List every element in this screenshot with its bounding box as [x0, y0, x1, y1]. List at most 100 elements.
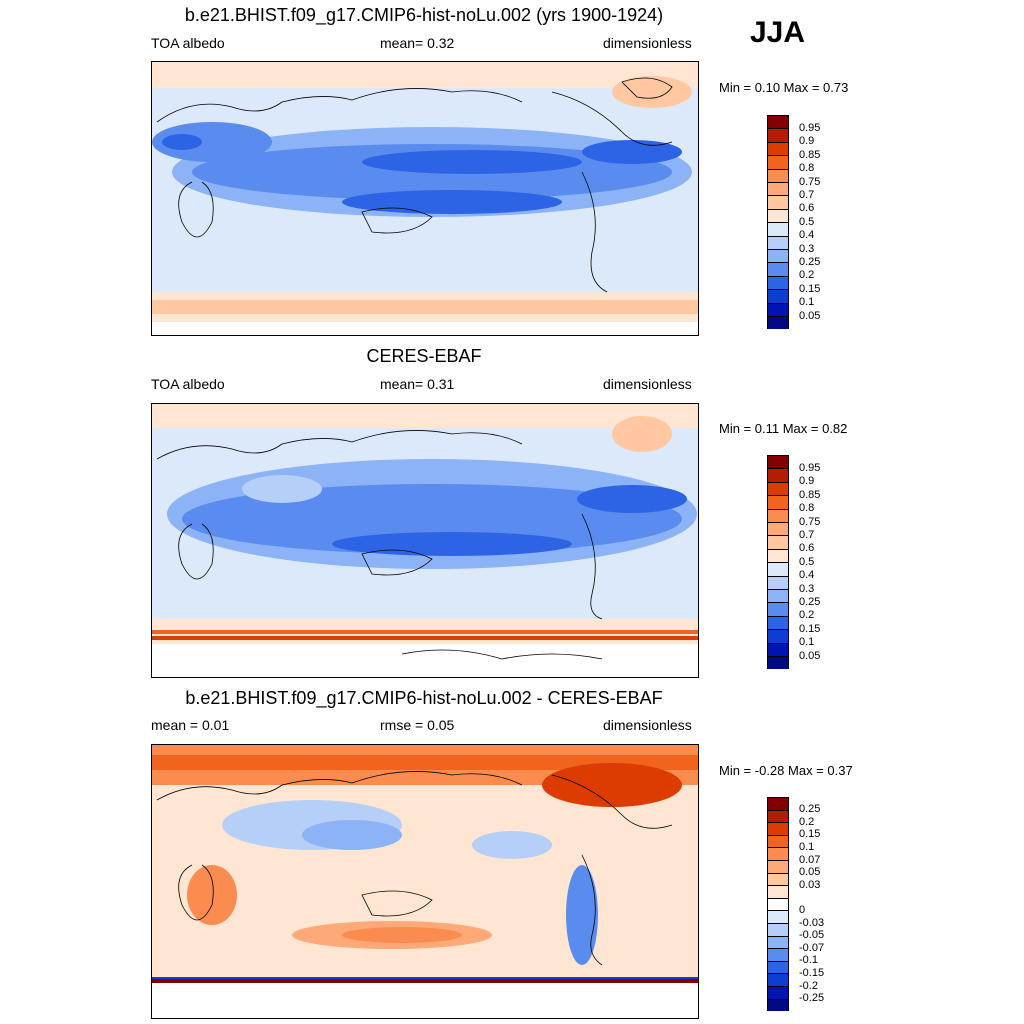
- panel-1-title: b.e21.BHIST.f09_g17.CMIP6-hist-noLu.002 …: [184, 5, 664, 25]
- colorbar-tick-label: 0.85: [799, 488, 821, 501]
- colorbar-swatch: [767, 115, 789, 129]
- colorbar-tick-label: 0.3: [799, 582, 815, 595]
- colorbar-tick-label: 0.5: [799, 215, 815, 228]
- colorbar-tick-label: 0.95: [799, 121, 821, 134]
- colorbar-swatch: [767, 548, 789, 563]
- colorbar-tick-label: 0.75: [799, 515, 821, 528]
- panel-2-variable-label: TOA albedo: [151, 376, 225, 392]
- colorbar-tick-label: 0.25: [799, 255, 821, 268]
- panel-3-units-label: dimensionless: [603, 717, 692, 733]
- colorbar-swatch: [767, 262, 789, 276]
- colorbar-swatch: [767, 629, 789, 643]
- panel-1-mean-label: mean= 0.32: [380, 35, 455, 51]
- panel-1-variable-label: TOA albedo: [151, 35, 225, 51]
- colorbar-tick-label: 0.15: [799, 828, 821, 841]
- panel-1-map: [151, 61, 699, 336]
- colorbar-swatch: [767, 615, 789, 630]
- colorbar-swatch: [767, 141, 789, 156]
- colorbar-tick-label: 0.2: [799, 815, 815, 828]
- colorbar-swatch: [767, 562, 789, 576]
- colorbar-tick-label: 0.1: [799, 636, 815, 649]
- colorbar-swatch: [767, 589, 789, 603]
- panel-3-map: [151, 744, 699, 1019]
- colorbar-tick-label: -0.03: [799, 916, 825, 929]
- colorbar-tick-label: 0.07: [799, 853, 821, 866]
- colorbar-swatch: [767, 642, 789, 656]
- colorbar-tick-label: 0.85: [799, 148, 821, 161]
- colorbar-tick-label: 0.4: [799, 569, 815, 582]
- colorbar-tick-label: 0.1: [799, 840, 815, 853]
- colorbar-swatch: [767, 973, 789, 986]
- colorbar-tick-label: 0.25: [799, 595, 821, 608]
- colorbar-swatch: [767, 455, 789, 469]
- colorbar-swatch: [767, 935, 789, 949]
- colorbar-tick-label: -0.1: [799, 954, 818, 967]
- colorbar-tick-label: 0.1: [799, 296, 815, 309]
- panel-3-title: b.e21.BHIST.f09_g17.CMIP6-hist-noLu.002 …: [185, 688, 663, 708]
- colorbar-tick-label: 0.8: [799, 502, 815, 515]
- colorbar-swatch: [767, 468, 789, 482]
- colorbar-tick-label: 0.05: [799, 649, 821, 662]
- colorbar-swatch: [767, 797, 789, 810]
- colorbar-swatch: [767, 155, 789, 169]
- colorbar-tick-label: 0: [799, 903, 806, 916]
- colorbar-swatch: [767, 860, 789, 873]
- panel-2-map: [151, 403, 699, 678]
- colorbar-swatch: [767, 522, 789, 536]
- colorbar-swatch: [767, 289, 789, 303]
- colorbar-swatch: [767, 235, 789, 249]
- colorbar-swatch: [767, 535, 789, 549]
- colorbar-swatch: [767, 168, 789, 182]
- colorbar-tick-label: 0.5: [799, 555, 815, 568]
- colorbar-swatch: [767, 182, 789, 196]
- colorbar-tick-label: 0.6: [799, 202, 815, 215]
- colorbar-swatch: [767, 195, 789, 209]
- colorbar-swatch: [767, 302, 789, 316]
- colorbar-swatch: [767, 575, 789, 589]
- panel-1-minmax: Min = 0.10 Max = 0.73: [719, 80, 849, 95]
- colorbar-swatch: [767, 495, 789, 509]
- colorbar-tick-label: 0.05: [799, 866, 821, 879]
- colorbar-tick-label: 0.4: [799, 229, 815, 242]
- colorbar-tick-label: 0.05: [799, 309, 821, 322]
- colorbar-swatch: [767, 872, 789, 886]
- colorbar-swatch: [767, 128, 789, 142]
- colorbar-swatch: [767, 275, 789, 290]
- panel-3-rmse-label: rmse = 0.05: [380, 717, 455, 733]
- colorbar-tick-label: 0.75: [799, 175, 821, 188]
- panel-2-minmax: Min = 0.11 Max = 0.82: [719, 421, 848, 436]
- colorbar-swatch: [767, 923, 789, 936]
- colorbar-tick-label: -0.15: [799, 966, 825, 979]
- colorbar-swatch: [767, 316, 789, 330]
- colorbar-swatch: [767, 508, 789, 522]
- colorbar-swatch: [767, 822, 789, 835]
- colorbar-tick-label: 0.9: [799, 135, 815, 148]
- panel-2-title: CERES-EBAF: [366, 346, 482, 366]
- colorbar-tick-label: 0.3: [799, 242, 815, 255]
- colorbar-tick-label: -0.07: [799, 941, 825, 954]
- colorbar-tick-label: 0.2: [799, 269, 815, 282]
- colorbar-swatch: [767, 986, 789, 999]
- colorbar-tick-label: -0.05: [799, 929, 825, 942]
- colorbar-swatch: [767, 998, 789, 1012]
- colorbar-swatch: [767, 834, 789, 848]
- colorbar-tick-label: 0.03: [799, 878, 821, 891]
- season-label: JJA: [750, 16, 806, 49]
- colorbar-tick-label: 0.7: [799, 528, 815, 541]
- colorbar-tick-label: -0.2: [799, 979, 818, 992]
- colorbar-tick-label: 0.95: [799, 461, 821, 474]
- colorbar-swatch: [767, 960, 789, 974]
- colorbar-tick-label: 0.15: [799, 622, 821, 635]
- colorbar-swatch: [767, 948, 789, 961]
- panel-3-mean-label: mean = 0.01: [151, 717, 230, 733]
- panel-3-minmax: Min = -0.28 Max = 0.37: [719, 763, 853, 778]
- colorbar-tick-label: 0.25: [799, 803, 821, 816]
- colorbar-tick-label: 0.7: [799, 188, 815, 201]
- colorbar-swatch: [767, 602, 789, 616]
- colorbar-swatch: [767, 222, 789, 236]
- colorbar-swatch: [767, 656, 789, 670]
- panel-2-mean-label: mean= 0.31: [380, 376, 455, 392]
- panel-2-units-label: dimensionless: [603, 376, 692, 392]
- colorbar-tick-label: 0.6: [799, 542, 815, 555]
- colorbar-tick-label: 0.9: [799, 475, 815, 488]
